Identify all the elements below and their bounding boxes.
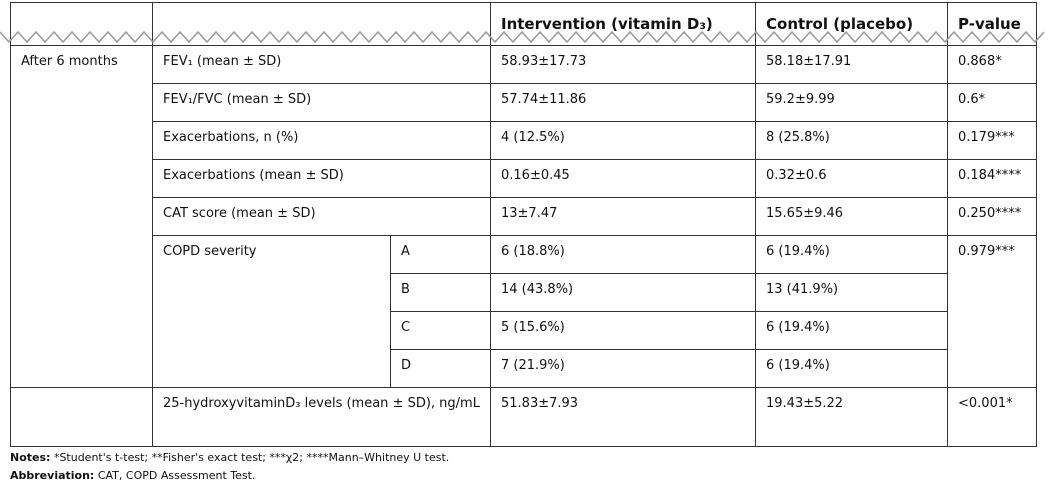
measure-cell: Exacerbations, n (%)	[152, 121, 491, 160]
p-value-cell: 0.250****	[947, 197, 1037, 236]
table-row: CAT score (mean ± SD) 13±7.47 15.65±9.46 0.…	[11, 197, 1037, 236]
control-cell: 6 (19.4%)	[755, 349, 948, 388]
zigzag	[0, 30, 1045, 44]
grade-cell: A	[390, 235, 491, 274]
intervention-cell: 7 (21.9%)	[490, 349, 756, 388]
table-row: FEV₁/FVC (mean ± SD) 57.74±11.86 59.2±9.99…	[11, 83, 1037, 122]
table-body: After 6 months FEV₁ (mean ± SD) 58.93±17.7…	[10, 45, 1037, 447]
abbreviation: Abbreviation: CAT, COPD Assessment Test.	[10, 469, 255, 480]
table-row: B 14 (43.8%) 13 (41.9%)	[11, 273, 1037, 312]
abbreviation-label: Abbreviation:	[10, 469, 95, 480]
control-cell: 13 (41.9%)	[755, 273, 948, 312]
intervention-cell: 13±7.47	[490, 197, 756, 236]
p-value-cell: 0.179***	[947, 121, 1037, 160]
grade-cell: D	[390, 349, 491, 388]
intervention-cell: 4 (12.5%)	[490, 121, 756, 160]
torn-edge	[0, 30, 1045, 44]
table-row: Exacerbations, n (%) 4 (12.5%) 8 (25.8%) 0.…	[11, 121, 1037, 160]
p-value-cell: 0.979***	[947, 235, 1037, 388]
p-value-cell: 0.6*	[947, 83, 1037, 122]
intervention-cell: 58.93±17.73	[490, 45, 756, 84]
header-cell: P-value	[947, 2, 1037, 46]
notes-label: Notes:	[10, 451, 51, 464]
measure-cell: 25-hydroxyvitaminD₃ levels (mean ± SD), …	[152, 387, 491, 447]
control-cell: 19.43±5.22	[755, 387, 948, 447]
abbreviation-text: CAT, COPD Assessment Test.	[97, 469, 256, 480]
control-cell: 0.32±0.6	[755, 159, 948, 198]
control-cell: 58.18±17.91	[755, 45, 948, 84]
control-cell: 15.65±9.46	[755, 197, 948, 236]
intervention-cell: 57.74±11.86	[490, 83, 756, 122]
measure-cell: CAT score (mean ± SD)	[152, 197, 491, 236]
table-row: Exacerbations (mean ± SD) 0.16±0.45 0.32±0…	[11, 159, 1037, 198]
p-value-cell: 0.868*	[947, 45, 1037, 84]
table-row: 25-hydroxyvitaminD₃ levels (mean ± SD), …	[10, 387, 1037, 447]
intervention-cell: 51.83±7.93	[490, 387, 756, 447]
measure-cell: FEV₁/FVC (mean ± SD)	[152, 83, 491, 122]
intervention-cell: 5 (15.6%)	[490, 311, 756, 350]
notes: Notes: *Student's t-test; **Fisher's exa…	[10, 451, 449, 464]
control-cell: 8 (25.8%)	[755, 121, 948, 160]
control-cell: 6 (19.4%)	[755, 311, 948, 350]
measure-cell: COPD severity	[152, 235, 391, 388]
intervention-cell: 14 (43.8%)	[490, 273, 756, 312]
measure-cell: Exacerbations (mean ± SD)	[152, 159, 491, 198]
grade-cell: B	[390, 273, 491, 312]
group-cell	[10, 387, 153, 447]
intervention-cell: 6 (18.8%)	[490, 235, 756, 274]
p-value-cell: 0.184****	[947, 159, 1037, 198]
table-row: COPD severity A 6 (18.8%) 6 (19.4%) 0.979***	[11, 235, 1037, 388]
control-cell: 59.2±9.99	[755, 83, 948, 122]
group-cell: After 6 months	[10, 45, 153, 388]
table-row: After 6 months FEV₁ (mean ± SD) 58.93±17.7…	[10, 45, 1037, 388]
intervention-cell: 0.16±0.45	[490, 159, 756, 198]
measure-cell: FEV₁ (mean ± SD)	[152, 45, 491, 84]
grade-cell: C	[390, 311, 491, 350]
control-cell: 6 (19.4%)	[755, 235, 948, 274]
notes-text: *Student's t-test; **Fisher's exact test…	[53, 451, 450, 464]
p-value-cell: <0.001*	[947, 387, 1037, 447]
results-table: Intervention (vitamin D₃) Control (place…	[10, 2, 1037, 447]
